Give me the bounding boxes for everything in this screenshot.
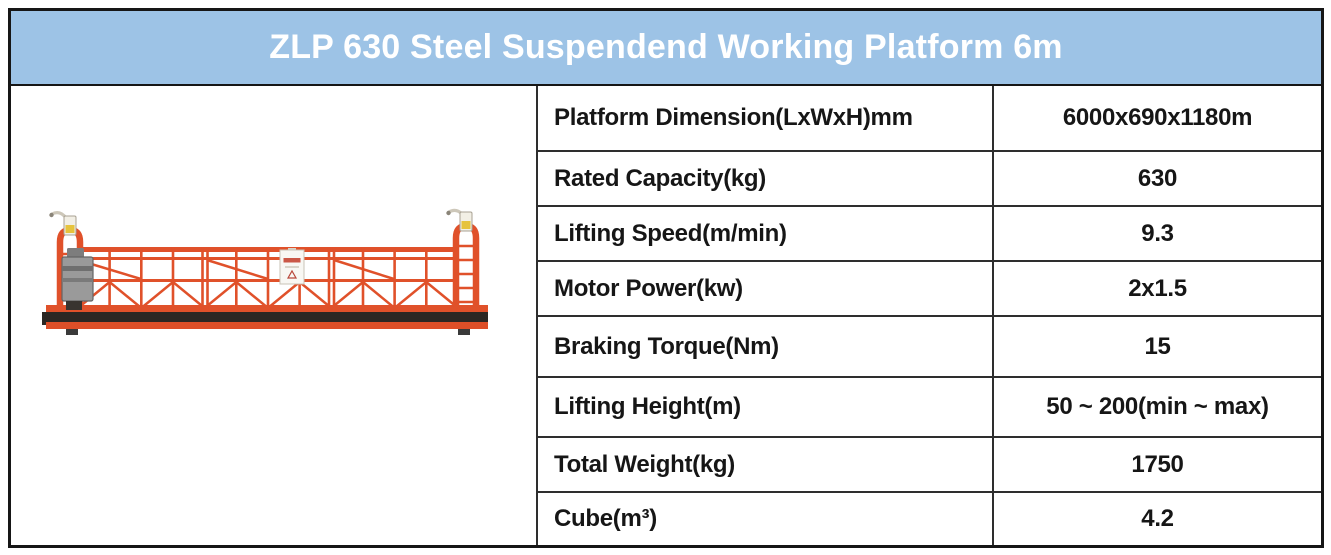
spec-value: 9.3 [1141, 219, 1174, 247]
spec-value: 50 ~ 200(min ~ max) [1046, 393, 1269, 420]
hoist-motor [61, 248, 94, 310]
spec-row: Motor Power(kw) 2x1.5 [538, 262, 1321, 317]
spec-value: 1750 [1131, 450, 1184, 478]
suspended-platform-illustration [42, 208, 488, 335]
spec-label: Lifting Speed(m/min) [538, 207, 994, 260]
spec-table: Platform Dimension(LxWxH)mm 6000x690x118… [538, 86, 1321, 545]
spec-sheet: ZLP 630 Steel Suspendend Working Platfor… [8, 8, 1324, 548]
sheet-body: Platform Dimension(LxWxH)mm 6000x690x118… [11, 86, 1321, 545]
spec-label: Cube(m³) [538, 493, 994, 545]
spec-row: Total Weight(kg) 1750 [538, 438, 1321, 493]
product-image-cell [11, 86, 538, 545]
spec-row: Braking Torque(Nm) 15 [538, 317, 1321, 378]
spec-value: 2x1.5 [1128, 274, 1187, 302]
right-stirrup [452, 222, 480, 307]
spec-row: Lifting Speed(m/min) 9.3 [538, 207, 1321, 262]
spec-row: Platform Dimension(LxWxH)mm 6000x690x118… [538, 86, 1321, 152]
spec-value: 6000x690x1180m [1062, 104, 1253, 131]
spec-label: Lifting Height(m) [538, 378, 994, 436]
page-title: ZLP 630 Steel Suspendend Working Platfor… [269, 28, 1063, 66]
right-hoist-icon [446, 208, 473, 232]
spec-label: Motor Power(kw) [538, 262, 994, 315]
spec-label: Braking Torque(Nm) [538, 317, 994, 376]
spec-label: Platform Dimension(LxWxH)mm [538, 86, 994, 150]
spec-row: Cube(m³) 4.2 [538, 493, 1321, 545]
left-hoist-icon [49, 211, 77, 236]
spec-label: Rated Capacity(kg) [538, 152, 994, 205]
spec-row: Rated Capacity(kg) 630 [538, 152, 1321, 207]
spec-value: 630 [1137, 164, 1178, 192]
spec-label: Total Weight(kg) [538, 438, 994, 491]
spec-value: 15 [1144, 332, 1171, 360]
warning-placard [279, 248, 305, 285]
title-bar: ZLP 630 Steel Suspendend Working Platfor… [11, 11, 1321, 86]
spec-value: 4.2 [1141, 505, 1174, 532]
spec-row: Lifting Height(m) 50 ~ 200(min ~ max) [538, 378, 1321, 438]
